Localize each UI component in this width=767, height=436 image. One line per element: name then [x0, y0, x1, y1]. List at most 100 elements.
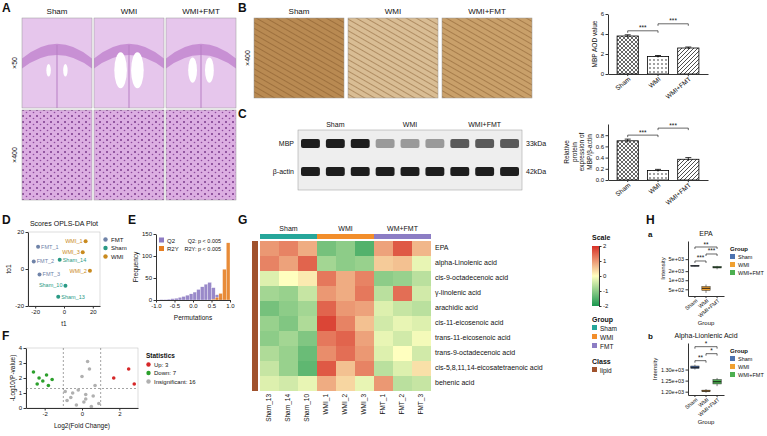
band: [401, 167, 420, 176]
point-label: FMT_1: [41, 244, 58, 250]
tick: 0.2: [596, 166, 608, 172]
tick: 0.0: [596, 177, 608, 183]
box: [702, 286, 710, 290]
cell: [412, 361, 431, 376]
cell: [317, 256, 336, 271]
axis-title: Group: [698, 320, 715, 326]
axis-title-line: to1: [5, 264, 12, 273]
median: [691, 367, 699, 368]
median: [702, 391, 710, 392]
band: [376, 139, 395, 148]
tick-label: 2: [601, 51, 605, 57]
tick-label: WMI+FMT: [697, 297, 721, 319]
threshold-line: [26, 388, 138, 389]
midline: [129, 45, 130, 108]
legend-item: Q2: [159, 238, 176, 244]
bar: [189, 300, 193, 301]
band: [401, 139, 420, 148]
point: [37, 376, 41, 380]
tick-mark: [606, 14, 609, 15]
legend-item: Down: 7: [146, 370, 176, 376]
legend-label: FMT: [600, 343, 613, 350]
tick-mark: [606, 158, 609, 159]
tick-label: 0.2: [596, 166, 605, 172]
y-axis: 5e+021e+032e+035e+03: [669, 242, 689, 297]
column-header: Sham: [47, 7, 68, 16]
image-bg: [254, 18, 344, 98]
y-axis: 01234: [19, 345, 27, 411]
row-header: ×400: [11, 147, 18, 163]
point: [47, 384, 51, 388]
column-label: FMT_2: [398, 394, 406, 415]
tick-label: 5e+03: [669, 256, 684, 262]
tick-label: -0.5: [170, 303, 181, 309]
legend-item: Sham: [103, 245, 126, 251]
cell: [298, 376, 317, 391]
ventricle: [46, 64, 50, 77]
axis-line: [609, 74, 709, 75]
group-bar: [374, 234, 431, 239]
midline: [57, 45, 58, 108]
significance-label: ***: [639, 129, 647, 136]
bar: [212, 288, 216, 300]
tick: 20: [17, 229, 28, 235]
legend-swatch: [146, 379, 150, 383]
significance-label: ***: [669, 122, 677, 129]
cell: [412, 241, 431, 256]
group-bar: [317, 234, 374, 239]
tick-label: 0: [81, 411, 85, 417]
cell: [393, 346, 412, 361]
cell: [412, 316, 431, 331]
bar: [186, 295, 190, 300]
cell: [336, 376, 355, 391]
point: [90, 405, 94, 408]
legend-swatch: [103, 246, 107, 250]
point: [58, 258, 62, 262]
tick-mark: [686, 259, 689, 260]
tick: 0.5: [208, 300, 217, 309]
cell: [336, 331, 355, 346]
scatter-chart: FMT_1FMT_2FMT_3Sham_14Sham_10Sham_13WMI_…: [5, 220, 126, 327]
cell: [298, 361, 317, 376]
group-label: WM+FMT: [387, 225, 419, 232]
band: [425, 167, 444, 176]
legend: Q2R2Y: [159, 238, 179, 253]
point: [84, 393, 88, 397]
tick-label: 5e+02: [669, 287, 684, 293]
cell: [355, 316, 374, 331]
bar: [200, 287, 204, 300]
cell: [260, 331, 279, 346]
significance-label: ***: [639, 24, 647, 31]
panel-label: F: [2, 329, 9, 343]
class-bar: [252, 241, 258, 391]
bar: [189, 294, 193, 300]
tick-mark: [35, 306, 36, 309]
box: [691, 265, 699, 267]
legend: GroupShamWMIFMT: [592, 316, 617, 350]
cell: [412, 301, 431, 316]
tick-mark: [24, 378, 27, 379]
cell: [374, 376, 393, 391]
x-axis: ShamWMIWMI+FMT: [684, 296, 725, 319]
x-axis: -202: [27, 408, 139, 417]
tick-mark: [599, 261, 602, 262]
tick-mark: [606, 169, 609, 170]
column-header: WMI+FMT: [468, 7, 506, 16]
tick: WMI: [647, 74, 662, 89]
panel-label: E: [128, 213, 136, 227]
error-bar: [685, 158, 691, 161]
tick: 1.0: [226, 300, 235, 309]
tick-mark: [686, 370, 689, 371]
row-label: EPA: [435, 244, 449, 251]
tick: WMI: [647, 180, 662, 195]
bar: [178, 300, 182, 301]
legend-item: WMI: [730, 262, 750, 268]
cell: [279, 286, 298, 301]
cell: [317, 346, 336, 361]
cell: [374, 331, 393, 346]
bar: [215, 297, 219, 300]
legend-label: WMI: [738, 262, 750, 268]
cell: [260, 376, 279, 391]
panel-label: A: [2, 1, 11, 15]
column-header: WMI: [403, 121, 417, 128]
